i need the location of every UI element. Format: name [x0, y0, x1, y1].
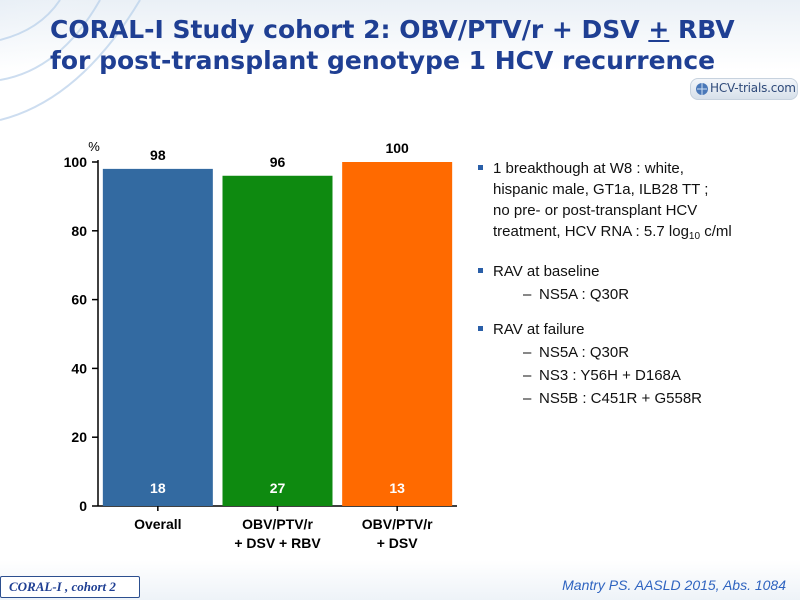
bullet-square-icon — [478, 268, 483, 273]
bullet-text: no pre- or post-transplant HCV — [493, 202, 698, 219]
bullet-text-part: treatment, HCV RNA : 5.7 log — [493, 223, 689, 240]
dash-marker: – — [523, 344, 532, 361]
decorative-swirl — [0, 0, 150, 150]
bullet-text: RAV at baseline — [493, 263, 600, 280]
title-line2: for post-transplant genotype 1 HCV recur… — [50, 46, 716, 75]
y-tick-label: 100 — [64, 154, 88, 170]
x-tick-label-line2: + DSV + RBV — [234, 535, 321, 551]
x-tick-label: Overall — [134, 516, 181, 532]
globe-icon — [696, 83, 708, 95]
bullet-text: 1 breakthough at W8 : white, — [493, 160, 684, 177]
bullet-item: RAV at baseline – NS5A : Q30R — [478, 261, 788, 305]
x-tick-label-line2: + DSV — [377, 535, 419, 551]
sub-bullet: – NS5A : Q30R — [493, 284, 788, 305]
bullet-text: RAV at failure — [493, 321, 585, 338]
sub-bullet-text: NS5B : C451R + G558R — [539, 390, 703, 407]
title-line1-start: CORAL-I Study cohort 2: OBV/PTV/r + DSV — [50, 15, 649, 44]
title-line1-end: RBV — [669, 15, 735, 44]
bar-n-label: 18 — [150, 480, 166, 496]
bullet-text: treatment, HCV RNA : 5.7 log10 c/ml — [493, 221, 788, 247]
bar — [102, 168, 213, 506]
hcv-trials-logo: HCV-trials.com — [690, 78, 798, 100]
sub-bullet-text: NS5A : Q30R — [539, 344, 630, 361]
y-axis-label: % — [88, 139, 100, 154]
bullet-item: RAV at failure – NS5A : Q30R – NS3 : Y56H + … — [478, 319, 788, 409]
y-tick-label: 40 — [71, 360, 87, 376]
bar-value-label: 100 — [385, 140, 409, 156]
bullet-square-icon — [478, 165, 483, 170]
sub-bullet: – NS5B : C451R + G558R — [493, 388, 788, 409]
y-tick-label: 80 — [71, 223, 87, 239]
sub-bullet-text: NS5A : Q30R — [539, 286, 630, 303]
bar — [342, 162, 453, 506]
y-tick-label: 60 — [71, 292, 87, 308]
x-tick-label: OBV/PTV/r — [362, 516, 433, 532]
reference-citation: Mantry PS. AASLD 2015, Abs. 1084 — [562, 577, 786, 593]
sub-bullet-text: NS3 : Y56H + D168A — [539, 367, 681, 384]
slide-title: CORAL-I Study cohort 2: OBV/PTV/r + DSV … — [50, 14, 790, 76]
study-footer-label: CORAL-I , cohort 2 — [9, 579, 116, 594]
dash-marker: – — [523, 390, 532, 407]
bar-value-label: 96 — [270, 154, 286, 170]
bar-n-label: 27 — [270, 480, 286, 496]
bullet-item: 1 breakthough at W8 : white, hispanic mal… — [478, 158, 788, 247]
bullet-list: 1 breakthough at W8 : white, hispanic mal… — [478, 158, 788, 423]
title-plus-underlined: + — [648, 15, 670, 44]
bullet-square-icon — [478, 326, 483, 331]
dash-marker: – — [523, 286, 532, 303]
bullet-text: hispanic male, GT1a, ILB28 TT ; — [493, 181, 709, 198]
y-tick-label: 20 — [71, 429, 87, 445]
logo-text: HCV-trials.com — [710, 81, 796, 95]
y-tick-label: 0 — [79, 498, 87, 514]
study-footer-box: CORAL-I , cohort 2 — [0, 576, 140, 598]
bar — [222, 175, 333, 506]
bar-n-label: 13 — [389, 480, 405, 496]
subscript-text: 10 — [688, 231, 701, 242]
sub-bullet: – NS3 : Y56H + D168A — [493, 365, 788, 386]
bar-value-label: 98 — [150, 147, 166, 163]
bar-chart: % 0 20 40 60 80 100 98 18 Overall 96 27 OBV/PTV/r + D… — [64, 139, 457, 551]
bullet-text-part: c/ml — [700, 223, 732, 240]
x-tick-label: OBV/PTV/r — [242, 516, 313, 532]
sub-bullet: – NS5A : Q30R — [493, 342, 788, 363]
dash-marker: – — [523, 367, 532, 384]
